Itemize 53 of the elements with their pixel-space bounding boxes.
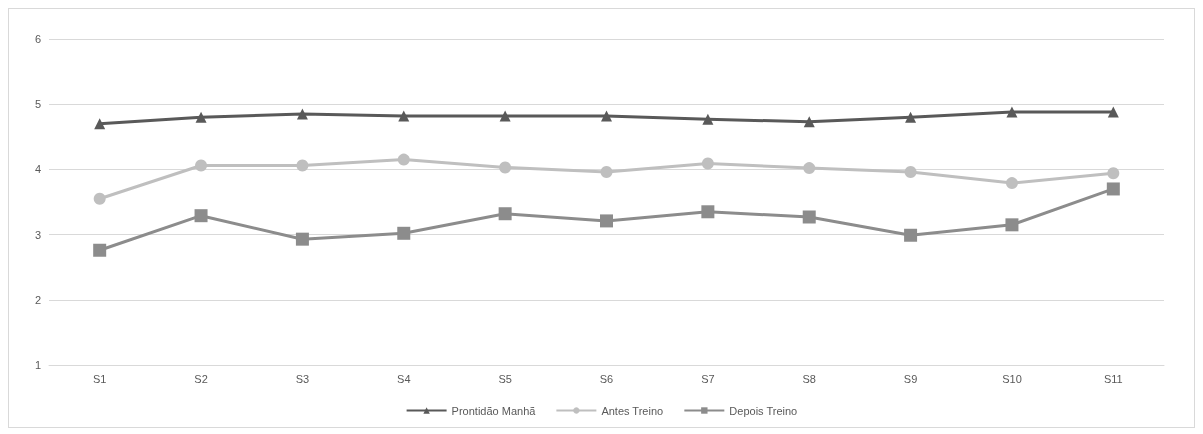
point: [397, 153, 410, 166]
x-tick-label: S6: [599, 372, 614, 385]
point: [1005, 177, 1018, 190]
point: [296, 159, 309, 172]
y-tick-label: 5: [34, 98, 41, 111]
y-tick-label: 3: [34, 228, 41, 241]
y-tick-label: 4: [34, 163, 41, 176]
point: [802, 210, 816, 224]
point: [397, 226, 411, 240]
point: [499, 161, 512, 174]
point: [398, 110, 410, 122]
x-tick-label: S11: [1103, 372, 1123, 385]
point: [803, 116, 815, 128]
x-tick-label: S9: [903, 372, 918, 385]
point: [701, 205, 715, 219]
legend-label: Antes Treino: [601, 404, 664, 417]
x-tick-label: S1: [92, 372, 107, 385]
y-tick-label: 6: [34, 33, 41, 45]
point: [195, 111, 207, 123]
x-tick-label: S8: [802, 372, 816, 385]
point: [93, 243, 107, 257]
point: [803, 162, 816, 175]
point: [94, 118, 106, 130]
y-tick-label: 1: [34, 359, 41, 371]
x-tick-label: S2: [194, 372, 208, 385]
point: [600, 214, 613, 228]
point: [1106, 182, 1120, 196]
point: [1006, 106, 1018, 118]
point: [194, 209, 208, 223]
point: [702, 113, 714, 125]
x-tick-label: S3: [295, 372, 310, 385]
point: [1107, 167, 1120, 180]
point: [701, 157, 714, 170]
point: [499, 110, 511, 122]
y-tick-label: 2: [34, 293, 41, 306]
point: [600, 166, 613, 178]
x-tick-label: S4: [397, 372, 411, 385]
legend-label: Depois Treino: [729, 404, 798, 417]
point: [1107, 106, 1119, 118]
point: [904, 228, 918, 242]
point: [296, 108, 308, 120]
point: [295, 232, 309, 246]
point: [1005, 218, 1019, 232]
point: [93, 192, 106, 205]
point: [498, 207, 512, 221]
x-tick-label: S10: [1002, 372, 1022, 385]
x-tick-label: S5: [498, 372, 512, 385]
legend-label: Prontidão Manhã: [451, 404, 537, 417]
x-tick-label: S7: [701, 372, 715, 385]
point: [905, 111, 917, 123]
point: [195, 159, 208, 172]
point: [904, 166, 917, 178]
point: [601, 110, 612, 122]
